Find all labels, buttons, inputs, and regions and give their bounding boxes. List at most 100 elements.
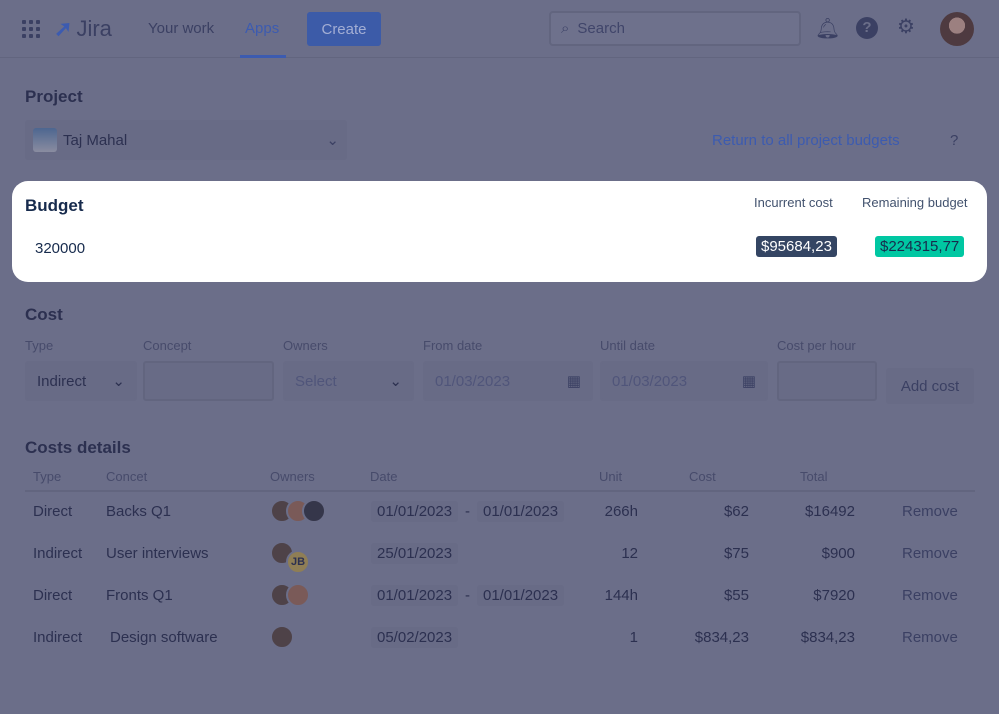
col-total: Total [800, 469, 828, 484]
incurred-label: Incurrent cost [754, 195, 833, 210]
col-owners: Owners [270, 469, 315, 484]
nav-your-work[interactable]: Your work [148, 20, 215, 37]
table-row: Indirect User interviews JB 25/01/2023 12 … [0, 541, 999, 574]
owner-avatar: JB [286, 550, 310, 574]
row-type: Indirect [33, 545, 83, 562]
owners-select[interactable]: Select ⌄ [283, 361, 414, 401]
from-date-input[interactable]: 01/03/2023 ▦ [423, 361, 593, 401]
row-type: Indirect [33, 629, 83, 646]
row-to-date: 01/01/2023 [477, 501, 565, 522]
project-selected: Taj Mahal [63, 131, 128, 149]
col-date: Date [370, 469, 398, 484]
jira-mark-icon: ➚ [54, 16, 73, 41]
budget-card: Budget 320000 Incurrent cost Remaining b… [12, 181, 987, 282]
owners-placeholder: Select [295, 372, 337, 390]
row-from-date: 05/02/2023 [371, 627, 459, 648]
row-total: $7920 [813, 587, 855, 604]
row-concept: Backs Q1 [106, 503, 172, 520]
return-link[interactable]: Return to all project budgets [712, 132, 900, 149]
nav-apps[interactable]: Apps [245, 20, 280, 37]
from-date-label: From date [423, 338, 483, 353]
remove-button[interactable]: Remove [902, 545, 958, 562]
remove-button[interactable]: Remove [902, 629, 958, 646]
type-select[interactable]: Indirect ⌄ [25, 361, 137, 401]
user-avatar[interactable] [940, 12, 974, 46]
budget-value: 320000 [35, 240, 86, 257]
col-concept: Concet [106, 469, 148, 484]
add-cost-button[interactable]: Add cost [886, 368, 974, 404]
help-icon[interactable]: ? [856, 17, 878, 39]
concept-label: Concept [143, 338, 192, 353]
row-unit: 1 [629, 629, 638, 646]
project-title: Project [25, 87, 83, 106]
until-date-label: Until date [600, 338, 655, 353]
row-owners: JB [270, 541, 310, 574]
incurred-badge: $95684,23 [756, 236, 837, 257]
row-total: $900 [821, 545, 855, 562]
until-date-input[interactable]: 01/03/2023 ▦ [600, 361, 768, 401]
top-nav [0, 0, 999, 58]
notifications-icon[interactable]: 🔔︎ [815, 18, 841, 40]
row-owners [270, 583, 310, 611]
row-type: Direct [33, 503, 73, 520]
create-button[interactable]: Create [307, 12, 381, 46]
app-switcher-icon[interactable] [22, 20, 40, 38]
costs-details-title: Costs details [25, 438, 131, 457]
row-from-date: 01/01/2023 [371, 501, 459, 522]
row-owners [270, 499, 326, 527]
row-cost: $55 [723, 587, 749, 604]
row-unit: 266h [604, 503, 638, 520]
row-total: $16492 [804, 503, 855, 520]
search-placeholder: Search [577, 20, 625, 37]
project-select[interactable]: Taj Mahal ⌄ [25, 120, 347, 160]
col-unit: Unit [599, 469, 623, 484]
jira-logo[interactable]: ➚ Jira [54, 16, 112, 42]
owner-avatar [286, 583, 310, 607]
chevron-down-icon: ⌄ [112, 373, 125, 390]
row-concept: Design software [110, 629, 218, 646]
row-cost: $834,23 [694, 629, 749, 646]
remaining-badge: $224315,77 [875, 236, 965, 257]
chevron-down-icon: ⌄ [389, 373, 402, 390]
row-unit: 12 [621, 545, 638, 562]
table-row: Direct Backs Q1 01/01/2023-01/01/2023 266… [0, 499, 999, 527]
active-tab-indicator [240, 55, 286, 58]
search-input[interactable]: ⌕ Search [549, 11, 801, 46]
cost-title: Cost [25, 305, 63, 324]
calendar-icon[interactable]: ▦ [741, 373, 756, 390]
table-row: Direct Fronts Q1 01/01/2023-01/01/2023 14… [0, 583, 999, 611]
concept-input[interactable] [143, 361, 274, 401]
type-label: Type [25, 338, 54, 353]
remaining-label: Remaining budget [862, 195, 968, 210]
type-value: Indirect [37, 372, 87, 390]
logo-text: Jira [76, 16, 112, 41]
row-from-date: 01/01/2023 [371, 585, 459, 606]
cost-per-hour-label: Cost per hour [777, 338, 856, 353]
row-cost: $75 [723, 545, 749, 562]
settings-icon[interactable]: ⚙ [897, 16, 915, 38]
row-to-date: 01/01/2023 [477, 585, 565, 606]
calendar-icon[interactable]: ▦ [566, 373, 581, 390]
help-icon[interactable]: ? [950, 132, 959, 149]
search-icon: ⌕ [561, 20, 570, 37]
row-concept: Fronts Q1 [106, 587, 173, 604]
row-concept: User interviews [106, 545, 209, 562]
project-avatar-icon [33, 128, 57, 152]
row-unit: 144h [604, 587, 638, 604]
remove-button[interactable]: Remove [902, 587, 958, 604]
date-separator: - [465, 587, 470, 604]
chevron-down-icon: ⌄ [326, 132, 339, 149]
remove-button[interactable]: Remove [902, 503, 958, 520]
col-type: Type [33, 469, 62, 484]
from-date-value: 01/03/2023 [435, 372, 511, 390]
owner-avatar [270, 625, 294, 649]
row-type: Direct [33, 587, 73, 604]
table-row: Indirect Design software 05/02/2023 1 $83… [0, 625, 999, 653]
row-total: $834,23 [800, 629, 855, 646]
cost-per-hour-input[interactable] [777, 361, 877, 401]
owner-avatar [302, 499, 326, 523]
budget-title: Budget [25, 196, 84, 215]
owner-avatar [286, 499, 310, 523]
until-date-value: 01/03/2023 [612, 372, 688, 390]
divider [25, 490, 975, 492]
